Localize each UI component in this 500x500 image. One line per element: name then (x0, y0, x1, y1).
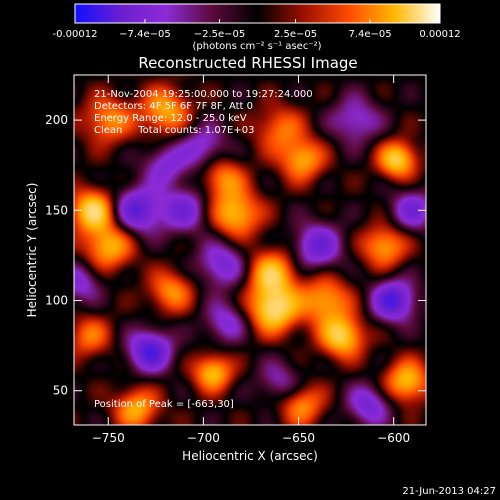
colorbar: -0.00012 −7.4e−05 −2.5e−05 2.5e−05 7.4e−05 0.… (53, 3, 461, 52)
x-tick-label: −600 (377, 431, 410, 445)
chart-title: Reconstructed RHESSI Image (138, 54, 357, 72)
colorbar-tick-label: −2.5e−05 (194, 29, 246, 40)
colorbar-ticks: -0.00012 −7.4e−05 −2.5e−05 2.5e−05 7.4e−05 0.… (53, 19, 461, 40)
footer-timestamp: 21-Jun-2013 04:27 (402, 486, 496, 497)
y-tick-label: 100 (45, 294, 68, 308)
y-tick-label: 200 (45, 113, 68, 127)
x-tick-label: −700 (187, 431, 220, 445)
x-axis-ticks: −750 −700 −650 −600 (92, 75, 410, 445)
annotation-time-range: 21-Nov-2004 19:25:00.000 to 19:27:24.000 (94, 89, 313, 100)
annotation-method-counts: Clean Total counts: 1.07E+03 (94, 125, 254, 136)
annotation-detectors: Detectors: 4F 5F 6F 7F 8F, Att 0 (94, 101, 253, 112)
y-axis-ticks: 50 100 150 200 (45, 113, 426, 398)
x-tick-label: −750 (92, 431, 125, 445)
colorbar-tick-label: 0.00012 (419, 29, 460, 40)
y-axis-label: Heliocentric Y (arcsec) (25, 183, 39, 318)
y-tick-label: 50 (53, 384, 68, 398)
peak-position-label: Position of Peak = [-663,30] (94, 399, 234, 410)
x-tick-label: −650 (282, 431, 315, 445)
plot-area: −750 −700 −650 −600 50 100 150 200 21-Nov-2004… (45, 74, 427, 445)
annotation-energy-range: Energy Range: 12.0 - 25.0 keV (94, 113, 247, 124)
heatmap-image (74, 75, 426, 425)
colorbar-tick-label: -0.00012 (53, 29, 98, 40)
colorbar-tick-label: −7.4e−05 (119, 29, 171, 40)
colorbar-tick-label: 2.5e−05 (274, 29, 317, 40)
plot-frame (73, 74, 427, 426)
colorbar-strip (74, 3, 441, 24)
colorbar-tick-label: 7.4e−05 (348, 29, 391, 40)
x-axis-label: Heliocentric X (arcsec) (182, 449, 318, 463)
y-tick-label: 150 (45, 203, 68, 217)
colorbar-unit-label: (photons cm⁻² s⁻¹ asec⁻²) (192, 41, 321, 52)
